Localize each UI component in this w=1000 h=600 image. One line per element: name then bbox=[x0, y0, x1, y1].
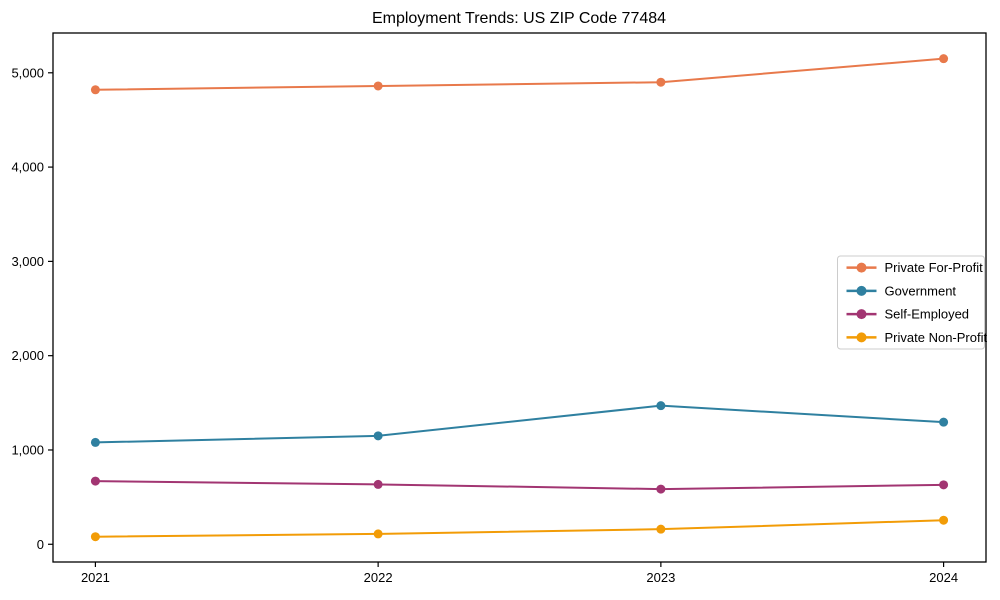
y-tick-label: 1,000 bbox=[11, 443, 44, 458]
legend-marker-government bbox=[856, 285, 867, 296]
series-line-private-non-profit bbox=[94, 519, 945, 538]
data-point-government bbox=[656, 401, 666, 411]
x-tick-label: 2024 bbox=[929, 570, 958, 585]
data-point-private-non-profit bbox=[939, 515, 949, 525]
data-point-private-non-profit bbox=[373, 529, 383, 539]
x-tick-label: 2021 bbox=[81, 570, 110, 585]
legend-label: Self-Employed bbox=[885, 307, 970, 322]
data-point-government bbox=[90, 437, 100, 447]
legend-item-private-for-profit: Private For-Profit bbox=[846, 260, 984, 275]
data-point-private-non-profit bbox=[656, 524, 666, 534]
data-point-self-employed bbox=[373, 479, 383, 489]
data-point-private-for-profit bbox=[373, 81, 383, 91]
axes-spines bbox=[52, 32, 987, 563]
data-point-government bbox=[939, 417, 949, 427]
chart-title: Employment Trends: US ZIP Code 77484 bbox=[372, 10, 666, 27]
series-line-self-employed bbox=[94, 480, 945, 491]
legend-marker-private-non-profit bbox=[856, 332, 867, 343]
legend-marker-self-employed bbox=[856, 309, 867, 320]
y-tick-label: 3,000 bbox=[11, 254, 44, 269]
y-tick-label: 0 bbox=[37, 537, 44, 552]
legend-marker-private-for-profit bbox=[856, 262, 867, 273]
plot-area: 0 1,000 2,000 3,000 4,000 5,000 2021 2022 2023 20… bbox=[11, 32, 987, 585]
data-point-private-for-profit bbox=[90, 85, 100, 95]
legend-item-private-non-profit: Private Non-Profit bbox=[846, 330, 988, 345]
series-layer bbox=[90, 54, 949, 542]
legend: Private For-Profit Government Self-Employe… bbox=[837, 255, 988, 350]
y-tick-label: 5,000 bbox=[11, 65, 44, 80]
data-point-self-employed bbox=[656, 484, 666, 494]
legend-label: Private Non-Profit bbox=[885, 330, 988, 345]
data-point-government bbox=[373, 431, 383, 441]
data-point-private-non-profit bbox=[90, 532, 100, 542]
legend-item-self-employed: Self-Employed bbox=[846, 307, 970, 322]
data-point-private-for-profit bbox=[939, 54, 949, 64]
x-tick-label: 2023 bbox=[646, 570, 675, 585]
legend-label: Private For-Profit bbox=[885, 260, 984, 275]
legend-label: Government bbox=[885, 283, 957, 298]
y-tick-label: 2,000 bbox=[11, 348, 44, 363]
data-point-private-for-profit bbox=[656, 77, 666, 87]
legend-box bbox=[837, 255, 985, 350]
data-point-self-employed bbox=[939, 480, 949, 490]
legend-item-government: Government bbox=[846, 283, 957, 298]
y-tick-label: 4,000 bbox=[11, 160, 44, 175]
data-point-self-employed bbox=[90, 476, 100, 486]
series-line-private-for-profit bbox=[94, 57, 945, 91]
x-tick-label: 2022 bbox=[364, 570, 393, 585]
series-line-government bbox=[94, 404, 945, 444]
